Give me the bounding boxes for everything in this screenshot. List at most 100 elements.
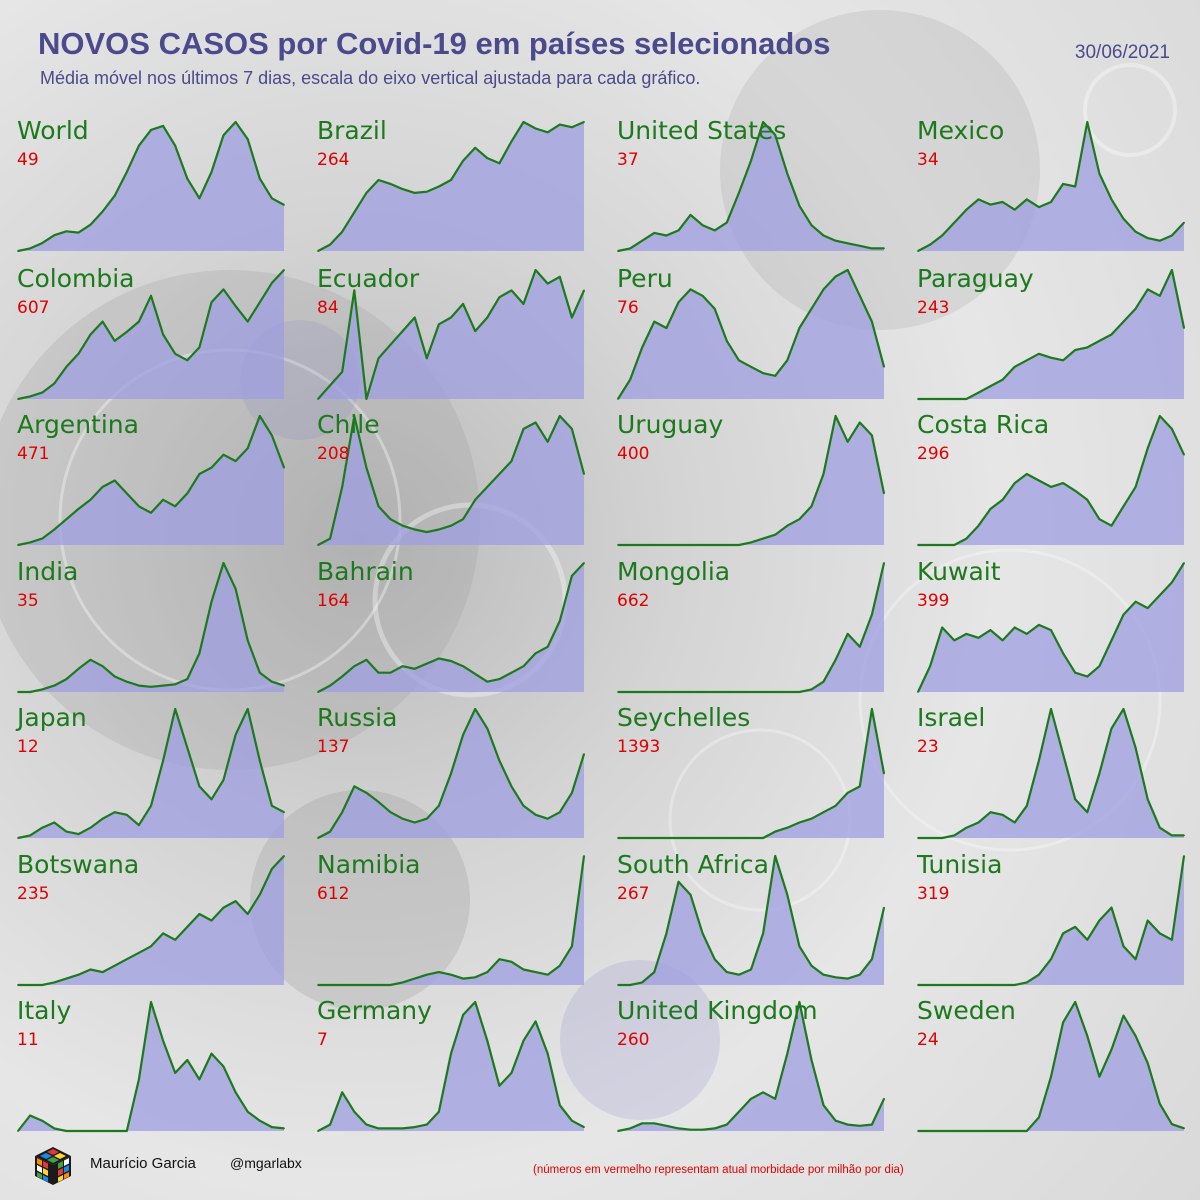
data-point — [162, 125, 165, 127]
data-point — [1171, 428, 1173, 430]
chart-panel-japan: Japan 12 — [0, 697, 300, 844]
chart-panel-sweden: Sweden 24 — [900, 990, 1200, 1137]
data-point — [1001, 498, 1004, 501]
data-point — [871, 708, 873, 710]
chart-panel-south-africa: South Africa 267 — [600, 844, 900, 991]
data-point — [917, 691, 919, 693]
country-name: Israel — [917, 703, 986, 732]
data-point — [846, 791, 849, 794]
data-point — [750, 365, 752, 368]
data-point — [89, 968, 92, 971]
data-point — [425, 817, 428, 820]
data-point — [583, 289, 585, 292]
data-point — [762, 372, 764, 375]
chart-svg-mongolia — [617, 562, 886, 694]
data-point — [653, 971, 656, 973]
data-point — [234, 1091, 237, 1094]
data-point — [486, 727, 489, 730]
data-point — [113, 194, 116, 197]
data-point — [365, 1123, 368, 1126]
page-title: NOVOS CASOS por Covid-19 em países selec… — [38, 26, 831, 61]
chart-svg-namibia — [317, 855, 586, 987]
data-point — [1098, 518, 1101, 521]
data-point — [89, 826, 92, 829]
data-point — [822, 1104, 825, 1107]
data-point — [1050, 201, 1052, 203]
data-point — [101, 665, 104, 668]
data-point — [138, 951, 140, 954]
data-point — [725, 340, 728, 342]
data-point — [329, 537, 331, 540]
data-point — [474, 146, 477, 149]
data-point — [1025, 198, 1028, 201]
data-point — [450, 1052, 452, 1055]
area-fill — [918, 270, 1184, 399]
chart-svg-italy — [17, 1000, 285, 1133]
data-point — [271, 868, 273, 870]
country-name: Tunisia — [917, 850, 1003, 879]
data-point — [65, 678, 68, 680]
data-point — [389, 518, 392, 521]
data-point — [738, 359, 740, 362]
data-point — [917, 1130, 919, 1132]
data-point — [1098, 340, 1101, 342]
data-point — [629, 1127, 631, 1130]
data-point — [498, 958, 501, 961]
data-point — [1110, 639, 1113, 642]
data-point — [1134, 307, 1137, 310]
morbidity-value: 23 — [917, 737, 939, 757]
data-point — [762, 932, 764, 935]
data-point — [965, 537, 968, 540]
chart-panel-peru: Peru 76 — [600, 258, 900, 405]
data-point — [53, 382, 56, 385]
data-point — [665, 691, 668, 693]
data-point — [953, 544, 956, 546]
country-name: Chile — [317, 410, 380, 439]
data-point — [989, 1130, 992, 1132]
data-point — [222, 288, 225, 291]
data-point — [929, 984, 931, 986]
data-point — [413, 1126, 416, 1128]
data-point — [450, 524, 452, 527]
data-point — [234, 460, 237, 462]
morbidity-value: 34 — [917, 150, 939, 170]
data-point — [810, 224, 813, 227]
data-point — [341, 984, 344, 986]
data-point — [1134, 746, 1137, 749]
data-point — [653, 320, 656, 323]
data-point — [389, 811, 392, 814]
country-name: World — [17, 116, 89, 145]
area-fill — [18, 416, 284, 545]
chart-panel-brazil: Brazil 264 — [300, 110, 600, 257]
area-fill — [318, 563, 584, 692]
data-point — [941, 1130, 944, 1132]
data-point — [425, 662, 428, 665]
data-point — [858, 785, 861, 788]
data-point — [41, 826, 44, 829]
data-point — [798, 945, 801, 948]
data-point — [353, 984, 356, 986]
data-point — [1098, 772, 1101, 775]
data-point — [198, 785, 201, 788]
data-point — [929, 665, 931, 668]
data-point — [174, 505, 177, 508]
data-point — [283, 269, 285, 271]
morbidity-value: 612 — [317, 884, 350, 904]
area-fill — [918, 563, 1184, 692]
data-point — [1050, 486, 1052, 488]
data-point — [317, 837, 319, 839]
data-point — [522, 804, 525, 807]
data-point — [689, 837, 692, 839]
data-point — [377, 801, 380, 803]
data-point — [1158, 239, 1161, 242]
data-point — [1001, 1130, 1004, 1132]
data-point — [834, 976, 837, 979]
data-point — [29, 395, 31, 398]
country-name: Colombia — [17, 264, 135, 293]
country-name: Russia — [317, 703, 398, 732]
data-point — [689, 544, 692, 546]
data-point — [1122, 1014, 1125, 1017]
data-point — [474, 330, 477, 332]
data-point — [629, 837, 631, 839]
data-point — [917, 984, 919, 986]
